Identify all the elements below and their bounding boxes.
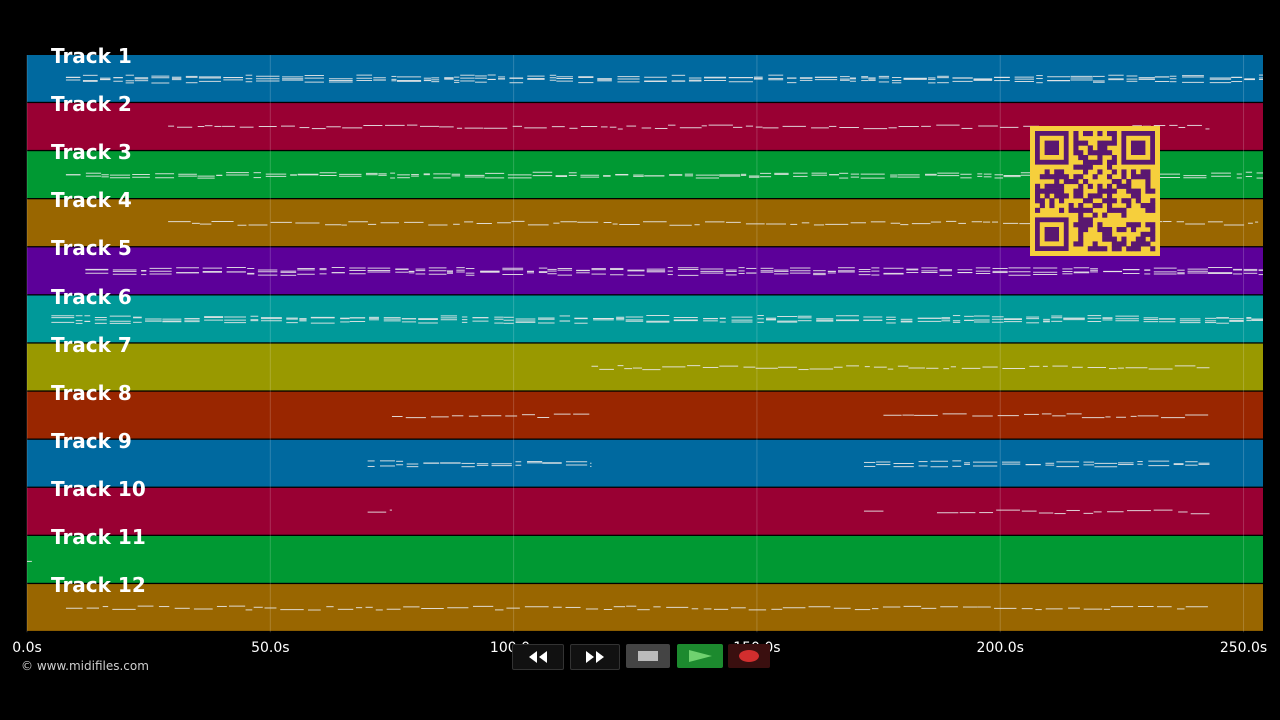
track-lane xyxy=(27,439,1263,487)
rewind-icon xyxy=(529,651,547,663)
time-tick-label: 250.0s xyxy=(1219,640,1268,656)
track-label: Track 1 xyxy=(51,44,132,68)
stop-button[interactable] xyxy=(626,644,670,668)
fast-forward-icon xyxy=(586,651,604,663)
track-label: Track 6 xyxy=(51,284,132,309)
track-lane xyxy=(27,487,1263,535)
track-lane xyxy=(27,343,1263,391)
play-icon xyxy=(689,650,712,662)
track-label: Track 7 xyxy=(51,332,132,357)
track-label: Track 8 xyxy=(51,380,132,405)
time-grid xyxy=(26,55,1245,633)
time-tick-label: 0.0s xyxy=(12,640,42,656)
track-label: Track 3 xyxy=(51,140,132,165)
time-tick-label: 50.0s xyxy=(251,640,290,656)
track-label: Track 10 xyxy=(51,476,146,501)
fast-forward-button[interactable] xyxy=(570,644,620,670)
track-label: Track 12 xyxy=(51,573,146,598)
copyright-notice: © www.midifiles.com xyxy=(21,659,149,673)
record-button[interactable] xyxy=(728,644,770,668)
rewind-button[interactable] xyxy=(512,644,564,670)
qr-code-pattern xyxy=(1035,131,1156,252)
stop-icon xyxy=(638,651,658,661)
track-label: Track 5 xyxy=(51,236,132,261)
piano-roll[interactable] xyxy=(0,0,1280,640)
record-icon xyxy=(739,650,759,662)
track-label: Track 11 xyxy=(51,525,146,549)
track-lane xyxy=(27,391,1263,439)
qr-code xyxy=(1030,126,1160,256)
track-lane xyxy=(27,55,1263,102)
track-lane xyxy=(27,536,1263,583)
play-button[interactable] xyxy=(677,644,723,668)
track-label: Track 2 xyxy=(51,92,132,117)
time-tick-label: 200.0s xyxy=(976,640,1024,656)
track-label: Track 4 xyxy=(51,188,132,213)
track-label: Track 9 xyxy=(51,428,132,453)
track-lane xyxy=(27,295,1263,343)
track-lane xyxy=(27,584,1263,631)
note-layer xyxy=(27,74,1263,611)
